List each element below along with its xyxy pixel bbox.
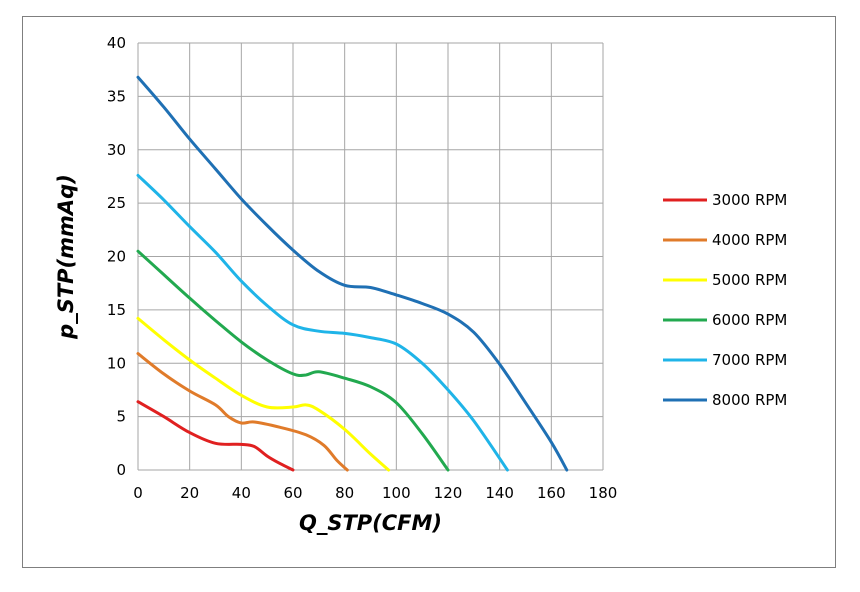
x-tick-label: 100 <box>382 484 411 502</box>
series-line <box>136 352 349 472</box>
legend: 3000 RPM 4000 RPM 5000 RPM 6000 RPM 7000 RPM… <box>663 191 787 409</box>
y-tick-label: 0 <box>116 461 126 479</box>
series-line <box>136 75 569 472</box>
legend-label: 8000 RPM <box>712 391 787 409</box>
y-axis-label: p_STP(mmAq) <box>54 174 78 340</box>
x-tick-label: 20 <box>180 484 199 502</box>
legend-label: 6000 RPM <box>712 311 787 329</box>
legend-label: 5000 RPM <box>712 271 787 289</box>
legend-label: 3000 RPM <box>712 191 787 209</box>
series-line <box>136 316 391 472</box>
series-line <box>136 249 450 472</box>
y-tick-label: 10 <box>107 354 126 372</box>
series-line <box>136 400 295 472</box>
series-lines <box>136 75 569 472</box>
y-tick-label: 35 <box>107 87 126 105</box>
y-tick-label: 5 <box>116 408 126 426</box>
x-tick-labels: 0 20 40 60 80 100 120 140 160 180 <box>133 484 617 502</box>
x-tick-label: 40 <box>232 484 251 502</box>
x-tick-label: 80 <box>335 484 354 502</box>
y-tick-labels: 0 5 10 15 20 25 30 35 40 <box>107 34 126 479</box>
chart-frame: 0 20 40 60 80 100 120 140 160 180 0 5 10 15 20 25 30 35 4… <box>22 16 836 568</box>
x-tick-label: 0 <box>133 484 143 502</box>
fan-curve-chart: 0 20 40 60 80 100 120 140 160 180 0 5 10 15 20 25 30 35 4… <box>54 34 787 535</box>
x-tick-label: 140 <box>485 484 514 502</box>
y-tick-label: 30 <box>107 141 126 159</box>
x-tick-label: 120 <box>434 484 463 502</box>
y-tick-label: 15 <box>107 301 126 319</box>
y-tick-label: 20 <box>107 248 126 266</box>
x-tick-label: 60 <box>283 484 302 502</box>
y-tick-label: 25 <box>107 194 126 212</box>
x-tick-label: 160 <box>537 484 566 502</box>
y-tick-label: 40 <box>107 34 126 52</box>
series-line <box>136 173 509 472</box>
plot-grid <box>137 42 604 471</box>
legend-label: 4000 RPM <box>712 231 787 249</box>
legend-label: 7000 RPM <box>712 351 787 369</box>
x-tick-label: 180 <box>589 484 618 502</box>
x-axis-label: Q_STP(CFM) <box>299 511 442 535</box>
